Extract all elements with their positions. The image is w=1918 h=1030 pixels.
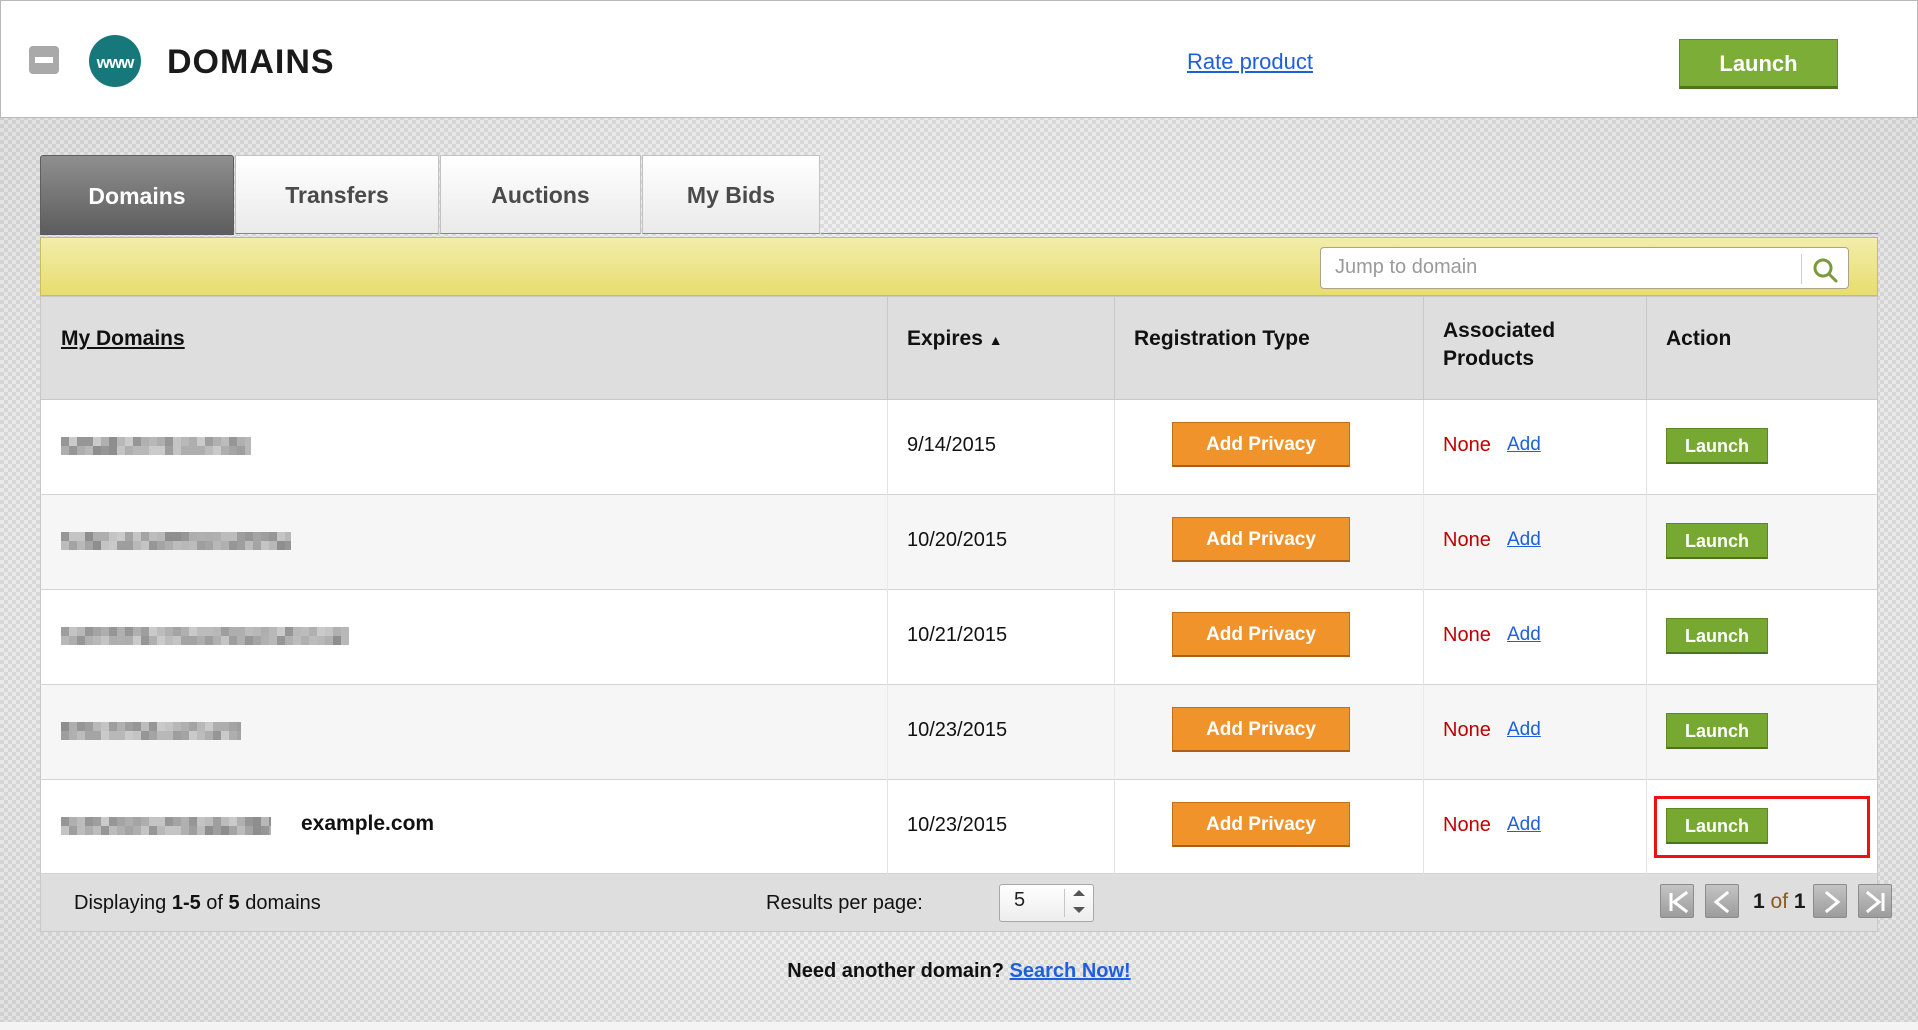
svg-text:www: www (96, 53, 135, 72)
